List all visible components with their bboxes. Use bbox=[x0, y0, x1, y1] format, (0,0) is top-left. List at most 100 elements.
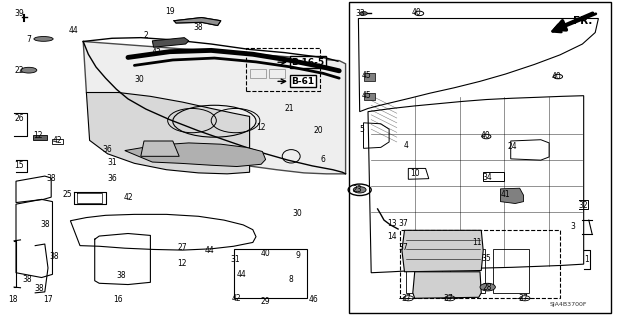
Polygon shape bbox=[86, 93, 250, 174]
Text: 19: 19 bbox=[164, 7, 175, 16]
Bar bbox=[493, 249, 529, 293]
Text: 32: 32 bbox=[579, 201, 589, 210]
Text: B-61: B-61 bbox=[291, 77, 314, 86]
Text: 37: 37 bbox=[398, 219, 408, 228]
Bar bbox=[364, 73, 375, 81]
Text: 38: 38 bbox=[193, 23, 204, 32]
Circle shape bbox=[360, 11, 367, 15]
Polygon shape bbox=[125, 143, 266, 167]
Text: 31: 31 bbox=[107, 158, 117, 167]
Text: 36: 36 bbox=[102, 145, 113, 154]
Text: 40: 40 bbox=[260, 249, 271, 258]
Text: 30: 30 bbox=[134, 75, 145, 84]
Text: 15: 15 bbox=[14, 161, 24, 170]
Polygon shape bbox=[402, 230, 483, 272]
Text: 6: 6 bbox=[321, 155, 326, 164]
Circle shape bbox=[480, 283, 495, 291]
Text: 10: 10 bbox=[410, 169, 420, 178]
Text: 35: 35 bbox=[481, 254, 492, 263]
Bar bbox=[52, 139, 63, 144]
Text: 30: 30 bbox=[292, 209, 303, 218]
Text: 34: 34 bbox=[483, 173, 493, 182]
Ellipse shape bbox=[20, 67, 36, 73]
Polygon shape bbox=[500, 188, 524, 204]
Text: 29: 29 bbox=[260, 297, 271, 306]
Text: 11: 11 bbox=[472, 238, 481, 247]
Text: 21: 21 bbox=[285, 104, 294, 113]
Text: 33: 33 bbox=[355, 9, 365, 18]
Text: 25: 25 bbox=[62, 190, 72, 199]
Text: 2: 2 bbox=[143, 31, 148, 40]
Text: SJA4B3700F: SJA4B3700F bbox=[550, 302, 587, 307]
Text: 42: 42 bbox=[52, 136, 63, 145]
Polygon shape bbox=[141, 141, 179, 156]
Text: 4: 4 bbox=[404, 141, 409, 150]
Bar bbox=[406, 249, 442, 293]
Text: 8: 8 bbox=[289, 275, 294, 284]
Polygon shape bbox=[83, 41, 346, 174]
Polygon shape bbox=[174, 18, 221, 26]
Text: 43: 43 bbox=[152, 48, 162, 57]
Text: FR.: FR. bbox=[573, 16, 592, 26]
Text: 14: 14 bbox=[387, 232, 397, 241]
Text: 28: 28 bbox=[483, 283, 492, 292]
Text: 44: 44 bbox=[68, 26, 79, 35]
Text: 39: 39 bbox=[14, 9, 24, 18]
Polygon shape bbox=[413, 272, 481, 298]
Text: 44: 44 bbox=[237, 270, 247, 279]
Text: 12: 12 bbox=[257, 123, 266, 132]
Text: 38: 38 bbox=[40, 220, 50, 229]
Text: 37: 37 bbox=[443, 294, 453, 303]
Text: 46: 46 bbox=[308, 295, 319, 304]
Text: 17: 17 bbox=[43, 295, 53, 304]
Text: 40: 40 bbox=[411, 8, 421, 17]
Text: 40: 40 bbox=[480, 131, 490, 140]
Polygon shape bbox=[152, 38, 189, 47]
Text: 18: 18 bbox=[8, 295, 17, 304]
Text: 41: 41 bbox=[500, 190, 511, 199]
Text: 3: 3 bbox=[570, 222, 575, 231]
Bar bbox=[400, 230, 560, 298]
Text: 38: 38 bbox=[116, 271, 127, 280]
Bar bbox=[269, 69, 285, 78]
Text: 40: 40 bbox=[552, 72, 562, 81]
Text: 37: 37 bbox=[518, 294, 529, 303]
Text: 1: 1 bbox=[584, 256, 589, 264]
Text: 13: 13 bbox=[387, 219, 397, 228]
Text: 24: 24 bbox=[507, 142, 517, 151]
Text: 27: 27 bbox=[177, 243, 188, 252]
Text: 38: 38 bbox=[22, 275, 33, 284]
Text: 20: 20 bbox=[314, 126, 324, 135]
Text: 38: 38 bbox=[35, 284, 45, 293]
Bar bbox=[33, 135, 47, 140]
Text: 9: 9 bbox=[295, 251, 300, 260]
Text: 38: 38 bbox=[49, 252, 60, 261]
Bar bbox=[234, 249, 307, 298]
Text: 26: 26 bbox=[14, 114, 24, 122]
Text: 7: 7 bbox=[26, 35, 31, 44]
Text: 42: 42 bbox=[123, 193, 133, 202]
Text: 38: 38 bbox=[46, 174, 56, 183]
Text: 44: 44 bbox=[205, 246, 215, 255]
Text: 31: 31 bbox=[230, 256, 241, 264]
Text: B-16-5: B-16-5 bbox=[291, 58, 324, 67]
Text: 5: 5 bbox=[359, 125, 364, 134]
Text: 12: 12 bbox=[178, 259, 187, 268]
Bar bbox=[246, 48, 320, 91]
Text: 37: 37 bbox=[401, 294, 412, 303]
Text: 42: 42 bbox=[232, 294, 242, 303]
Text: 37: 37 bbox=[398, 243, 408, 252]
Ellipse shape bbox=[34, 37, 53, 41]
Text: 45: 45 bbox=[361, 71, 371, 80]
Text: 12: 12 bbox=[34, 131, 43, 140]
Circle shape bbox=[353, 187, 366, 193]
Bar bbox=[250, 69, 266, 78]
Text: 22: 22 bbox=[15, 66, 24, 75]
Text: 16: 16 bbox=[113, 295, 124, 304]
Bar bbox=[450, 249, 485, 293]
Text: 36: 36 bbox=[107, 174, 117, 183]
Bar bbox=[349, 2, 611, 313]
Text: 45: 45 bbox=[361, 91, 371, 100]
Text: 23: 23 bbox=[352, 185, 362, 194]
Bar bbox=[364, 93, 375, 100]
